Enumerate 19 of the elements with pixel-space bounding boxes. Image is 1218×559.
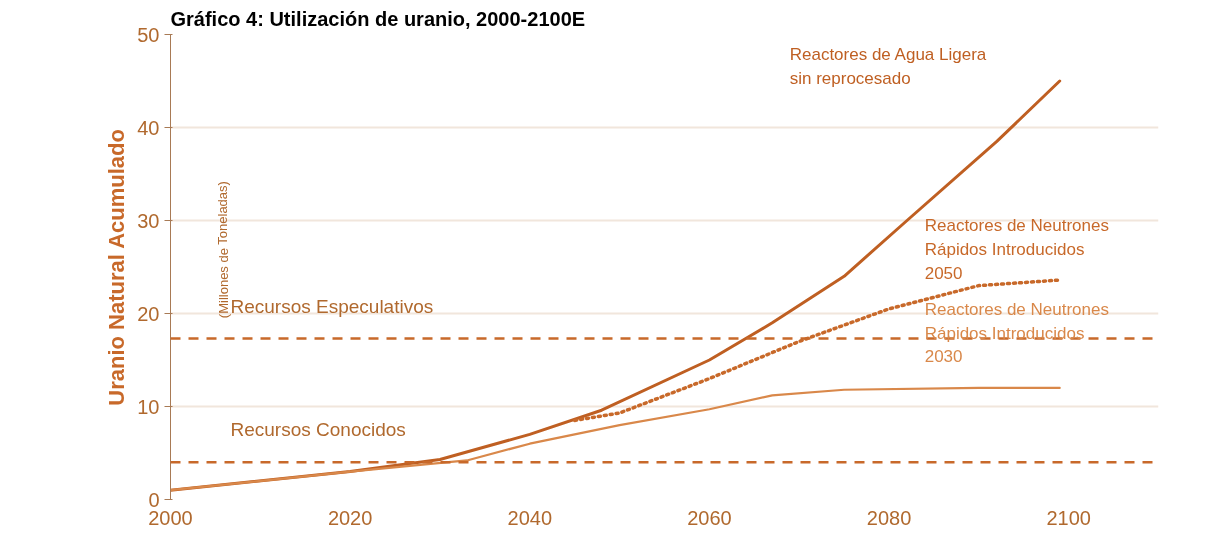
text: Reactores de Agua Ligera sin reprocesado [789, 45, 987, 88]
series-label: Reactores de Neutrones Rápidos Introducidos 2050 [924, 216, 1109, 283]
annotation: (Millones de Toneladas) [215, 181, 231, 319]
y-axis-title: Uranio Natural Acumulado [104, 129, 130, 406]
y-tick-label: 40 [137, 116, 160, 139]
series-label: Reactores de Neutrones Rápidos Introducidos 2030 [924, 299, 1109, 367]
x-tick-label: 2080 [866, 506, 912, 529]
x-tick-label: 2100 [1046, 506, 1091, 529]
x-tick-label: 2020 [327, 506, 373, 529]
y-tick-label: 10 [137, 395, 160, 418]
x-tick-label: 2060 [687, 506, 732, 529]
ref-line-label: Recursos Conocidos [230, 419, 406, 441]
y-tick-label: 20 [137, 302, 160, 325]
y-tick-label: 50 [137, 23, 160, 46]
y-tick-label: 30 [137, 209, 160, 232]
line-series [170, 386, 1061, 492]
chart-title: Gráfico 4: Utilización de uranio, 2000-2100E [170, 7, 586, 30]
ref-line-label: Recursos Especulativos [230, 295, 434, 317]
x-tick-label: 2040 [507, 506, 553, 529]
